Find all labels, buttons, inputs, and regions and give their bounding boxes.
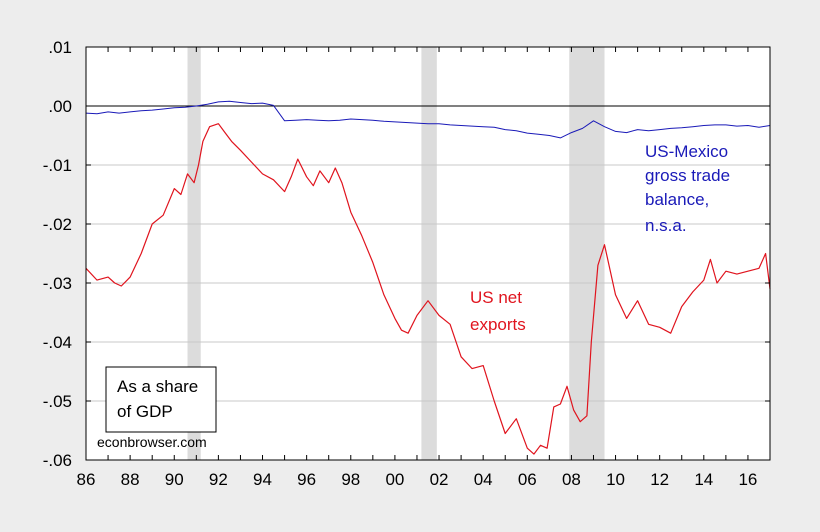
plot-frame [85,46,771,461]
x-tick-label-4: 94 [253,470,272,489]
x-tick-label-8: 02 [430,470,449,489]
x-tick-label-10: 06 [518,470,537,489]
x-tick-label-5: 96 [297,470,316,489]
x-axis-ticks: 86 88 90 92 94 96 98 00 02 04 06 08 10 12 14 16 [77,47,771,489]
recession-band-1 [421,47,437,460]
y-tick-label-5: -.04 [43,333,72,352]
credit-text: econbrowser.com [97,434,207,450]
share-box-text: As a share of GDP [117,377,203,421]
share-box [105,366,217,433]
series-line-netexports [85,123,771,455]
x-tick-label-2: 90 [165,470,184,489]
x-tick-label-3: 92 [209,470,228,489]
series-line-mexico [85,100,771,139]
y-axis-ticks: .01 .00 -.01 -.02 -.03 -.04 -.05 -.06 [43,38,770,470]
y-tick-label-1: .00 [48,97,72,116]
recession-band-0 [187,47,201,460]
recession-shading [187,47,605,460]
netexports-annotation: US net exports [470,288,527,334]
x-tick-label-1: 88 [121,470,140,489]
y-tick-label-3: -.02 [43,215,72,234]
y-tick-label-6: -.05 [43,392,72,411]
x-tick-label-6: 98 [341,470,360,489]
y-tick-label-7: -.06 [43,451,72,470]
x-tick-label-13: 12 [650,470,669,489]
y-tick-label-2: -.01 [43,156,72,175]
x-tick-label-11: 08 [562,470,581,489]
x-tick-label-7: 00 [385,470,404,489]
recession-band-2 [569,47,605,460]
x-tick-label-0: 86 [77,470,96,489]
x-tick-label-15: 16 [738,470,757,489]
y-tick-label-4: -.03 [43,274,72,293]
x-tick-label-9: 04 [474,470,493,489]
x-tick-label-12: 10 [606,470,625,489]
mexico-annotation: US-Mexico gross trade balance, n.s.a. [645,142,735,235]
y-tick-label-0: .01 [48,38,72,57]
x-tick-label-14: 14 [694,470,713,489]
